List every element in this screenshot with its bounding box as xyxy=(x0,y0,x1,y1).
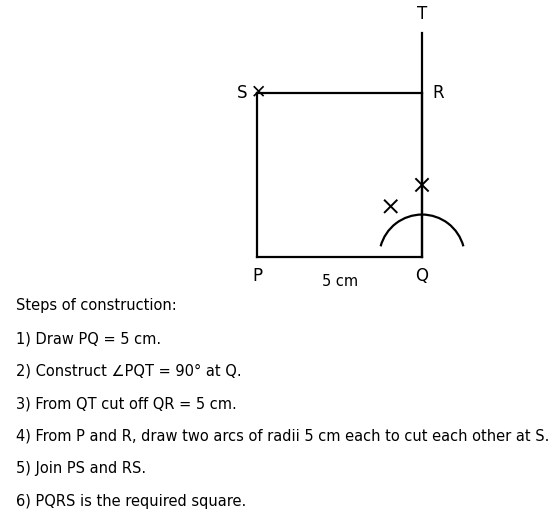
Text: P: P xyxy=(252,267,262,285)
Text: Steps of construction:: Steps of construction: xyxy=(17,298,177,313)
Text: S: S xyxy=(237,83,247,101)
Text: 3) From QT cut off QR = 5 cm.: 3) From QT cut off QR = 5 cm. xyxy=(17,396,237,411)
Text: 4) From P and R, draw two arcs of radii 5 cm each to cut each other at S.: 4) From P and R, draw two arcs of radii … xyxy=(17,429,550,444)
Text: 5 cm: 5 cm xyxy=(321,274,358,289)
Text: 5) Join PS and RS.: 5) Join PS and RS. xyxy=(17,461,147,476)
Text: 2) Construct ∠PQT = 90° at Q.: 2) Construct ∠PQT = 90° at Q. xyxy=(17,364,242,378)
Text: 6) PQRS is the required square.: 6) PQRS is the required square. xyxy=(17,494,247,509)
Text: 1) Draw PQ = 5 cm.: 1) Draw PQ = 5 cm. xyxy=(17,331,161,346)
Text: T: T xyxy=(417,6,427,24)
Text: Q: Q xyxy=(415,267,429,285)
Text: R: R xyxy=(432,83,444,101)
